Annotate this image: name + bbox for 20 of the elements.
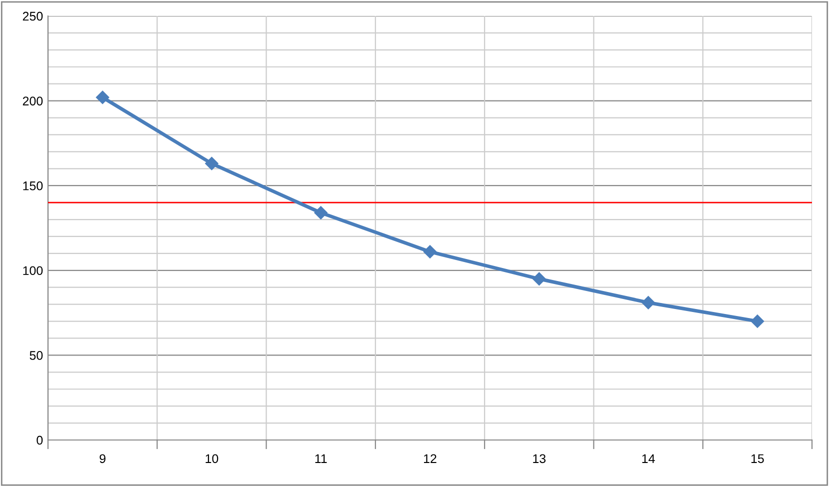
y-tick-label: 100	[23, 266, 43, 276]
x-tick-label: 15	[751, 454, 764, 464]
x-tick-label: 13	[533, 454, 546, 464]
x-tick-label: 11	[315, 454, 327, 463]
y-tick-label: 50	[30, 351, 43, 360]
point	[96, 90, 110, 104]
x-tick-label: 9	[100, 454, 106, 464]
point	[750, 314, 764, 328]
y-tick-label: 0	[36, 436, 43, 445]
point	[642, 296, 655, 310]
point	[532, 272, 546, 286]
point	[205, 156, 218, 170]
point	[314, 206, 328, 220]
x-tick-label: 14	[642, 454, 655, 463]
point	[423, 245, 437, 258]
y-tick-label: 200	[22, 96, 43, 106]
y-tick-label: 150	[23, 181, 43, 190]
x-tick-label: 10	[206, 454, 218, 464]
x-tick-label: 12	[424, 454, 436, 463]
y-tick-label: 250	[22, 12, 43, 21]
